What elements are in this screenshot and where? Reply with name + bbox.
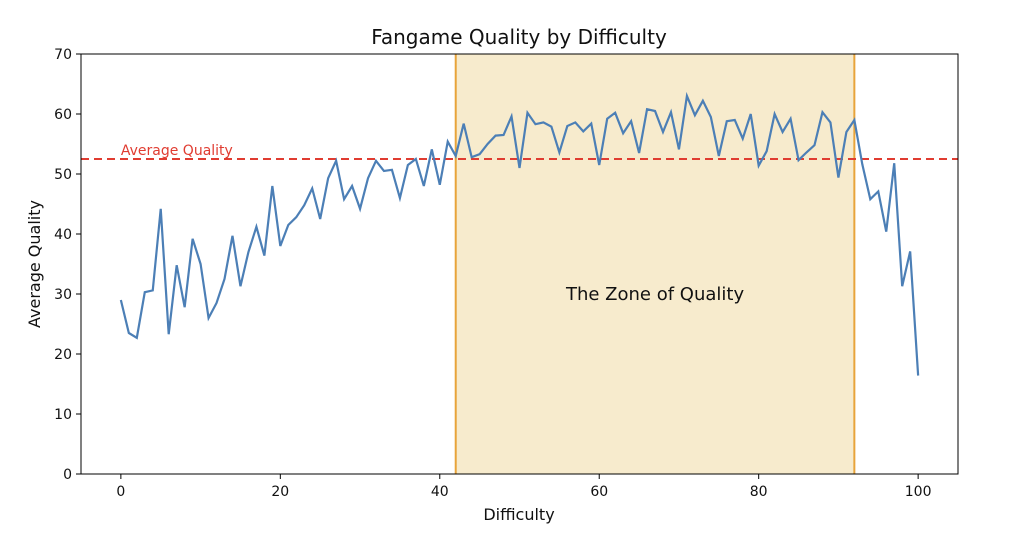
y-tick-label: 70 bbox=[54, 47, 72, 63]
quality-zone bbox=[455, 54, 855, 474]
y-tick-label: 20 bbox=[54, 347, 72, 363]
y-tick-label: 40 bbox=[54, 227, 72, 243]
chart-title: Fangame Quality by Difficulty bbox=[371, 25, 667, 49]
y-tick-label: 10 bbox=[54, 407, 72, 423]
y-tick-label: 60 bbox=[54, 107, 72, 123]
average-line-label: Average Quality bbox=[121, 143, 233, 159]
y-tick-label: 50 bbox=[54, 167, 72, 183]
x-tick-label: 80 bbox=[750, 484, 768, 500]
x-tick-label: 40 bbox=[431, 484, 449, 500]
x-axis-label: Difficulty bbox=[483, 505, 554, 524]
x-tick-label: 100 bbox=[905, 484, 932, 500]
x-tick-label: 0 bbox=[116, 484, 125, 500]
series-line bbox=[119, 91, 920, 376]
y-tick-label: 0 bbox=[63, 467, 72, 483]
y-axis-label: Average Quality bbox=[25, 200, 44, 328]
x-tick-label: 60 bbox=[590, 484, 608, 500]
zone-label: The Zone of Quality bbox=[565, 284, 744, 305]
y-tick-label: 30 bbox=[54, 287, 72, 303]
plot-frame bbox=[80, 53, 959, 475]
x-tick-label: 20 bbox=[271, 484, 289, 500]
